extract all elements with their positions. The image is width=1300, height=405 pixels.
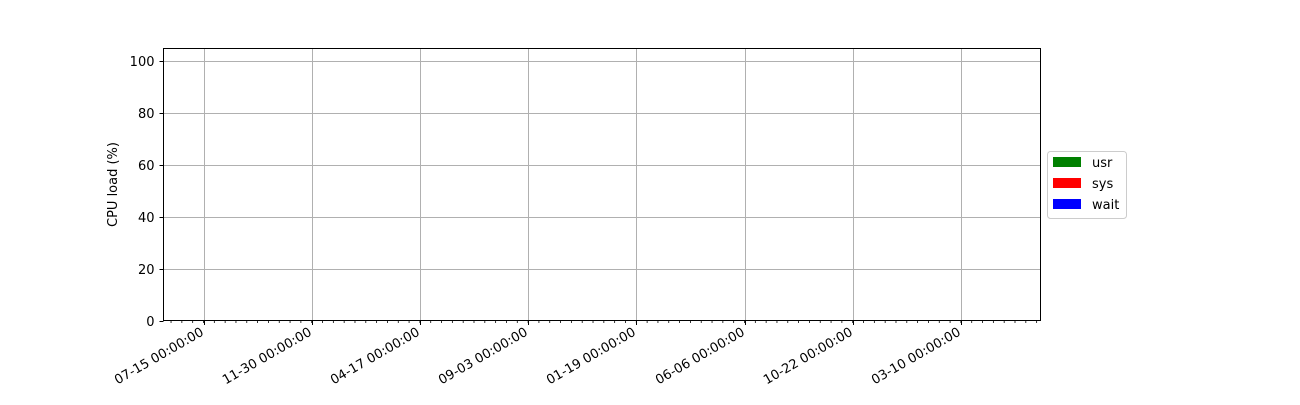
x-tick-label: 06-06 00:00:00 bbox=[653, 325, 747, 388]
y-axis-label: CPU load (%) bbox=[106, 142, 121, 227]
y-tick-label: 40 bbox=[138, 211, 155, 226]
legend: usr sys wait bbox=[1047, 151, 1127, 219]
grid-lines bbox=[163, 48, 1041, 321]
x-tick-label: 09-03 00:00:00 bbox=[436, 325, 530, 388]
x-tick-label: 11-30 00:00:00 bbox=[220, 325, 314, 388]
legend-label-wait: wait bbox=[1092, 198, 1119, 213]
y-axis: 0 20 40 60 80 100 bbox=[130, 55, 164, 330]
x-tick-label: 07-15 00:00:00 bbox=[112, 325, 206, 388]
y-tick-label: 20 bbox=[138, 263, 155, 278]
x-tick-label: 10-22 00:00:00 bbox=[761, 325, 855, 388]
y-tick-label: 100 bbox=[130, 55, 155, 70]
y-tick-label: 60 bbox=[138, 159, 155, 174]
legend-swatch-sys bbox=[1053, 178, 1081, 188]
plot-area-frame bbox=[163, 48, 1041, 321]
legend-label-usr: usr bbox=[1092, 156, 1113, 171]
y-tick-label: 0 bbox=[146, 315, 154, 330]
x-axis: 07-15 00:00:00 11-30 00:00:00 04-17 00:00:… bbox=[112, 320, 1038, 388]
legend-swatch-wait bbox=[1053, 199, 1081, 209]
y-tick-label: 80 bbox=[138, 107, 155, 122]
legend-swatch-usr bbox=[1053, 157, 1081, 167]
x-tick-label: 01-19 00:00:00 bbox=[544, 325, 638, 388]
legend-label-sys: sys bbox=[1092, 177, 1113, 192]
x-tick-label: 04-17 00:00:00 bbox=[328, 325, 422, 388]
x-tick-label: 03-10 00:00:00 bbox=[869, 325, 963, 388]
